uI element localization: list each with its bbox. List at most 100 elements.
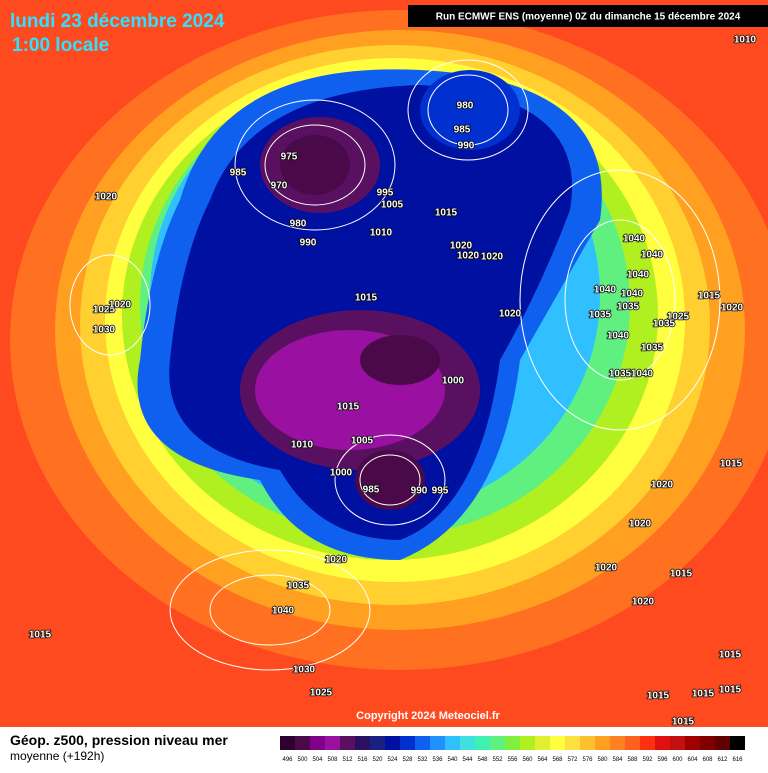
scale-cell <box>610 736 625 750</box>
isobar-label: 1040 <box>594 285 617 296</box>
scale-label: 604 <box>687 757 698 763</box>
isobar-label: 990 <box>458 141 475 152</box>
scale-cell <box>295 736 310 750</box>
footer-subtitle: moyenne (+192h) <box>10 749 104 763</box>
isobar-label: 1020 <box>629 519 652 530</box>
scale-cell <box>700 736 715 750</box>
isobar-label: 990 <box>411 486 428 497</box>
scale-cell <box>550 736 565 750</box>
scale-label: 580 <box>597 757 608 763</box>
scale-label: 524 <box>387 757 398 763</box>
isobar-label: 1030 <box>293 665 316 676</box>
scale-cell <box>460 736 475 750</box>
scale-cell <box>415 736 430 750</box>
isobar-label: 1015 <box>719 650 742 661</box>
scale-cell <box>370 736 385 750</box>
scale-label: 556 <box>507 757 518 763</box>
date: lundi 23 décembre 2024 <box>10 11 225 32</box>
isobar-label: 985 <box>230 168 247 179</box>
scale-label: 500 <box>297 757 308 763</box>
isobar-label: 1015 <box>719 685 742 696</box>
scale-label: 592 <box>642 757 653 763</box>
scale-label: 616 <box>732 757 743 763</box>
scale-cell <box>625 736 640 750</box>
isobar-label: 1015 <box>355 293 378 304</box>
run-info: Run ECMWF ENS (moyenne) 0Z du dimanche 1… <box>436 12 741 23</box>
isobar-label: 1015 <box>337 402 360 413</box>
scale-label: 508 <box>327 757 338 763</box>
scale-label: 584 <box>612 757 623 763</box>
scale-cell <box>730 736 745 750</box>
scale-label: 568 <box>552 757 563 763</box>
isobar-label: 1020 <box>651 480 674 491</box>
scale-label: 596 <box>657 757 668 763</box>
isobar-label: 975 <box>281 152 298 163</box>
isobar-label: 1020 <box>721 303 744 314</box>
isobar-label: 1020 <box>325 555 348 566</box>
isobar-label: 1035 <box>641 343 664 354</box>
isobar-label: 1030 <box>93 325 116 336</box>
isobar-label: 1020 <box>450 241 473 252</box>
isobar-label: 1015 <box>29 630 52 641</box>
scale-cell <box>385 736 400 750</box>
scale-label: 572 <box>567 757 578 763</box>
isobar-label: 1035 <box>589 310 612 321</box>
scale-cell <box>355 736 370 750</box>
scale-cell <box>310 736 325 750</box>
scale-cell <box>520 736 535 750</box>
isobar-label: 1020 <box>595 563 618 574</box>
isobar-label: 1035 <box>617 302 640 313</box>
scale-cell <box>685 736 700 750</box>
isobar-label: 980 <box>290 219 307 230</box>
scale-cell <box>490 736 505 750</box>
isobar-label: 1020 <box>95 192 118 203</box>
isobar-label: 985 <box>454 125 471 136</box>
scale-cell <box>430 736 445 750</box>
scale-label: 552 <box>492 757 503 763</box>
scale-cell <box>670 736 685 750</box>
scale-label: 540 <box>447 757 458 763</box>
isobar-label: 1015 <box>698 291 721 302</box>
isobar-label: 1020 <box>481 252 504 263</box>
isobar-label: 1015 <box>672 717 695 728</box>
scale-label: 520 <box>372 757 383 763</box>
isobar-label: 1010 <box>734 35 757 46</box>
scale-label: 600 <box>672 757 683 763</box>
isobar-label: 1015 <box>647 691 670 702</box>
isobar-label: 1015 <box>720 459 743 470</box>
isobar-label: 1000 <box>330 468 353 479</box>
isobar-label: 990 <box>300 238 317 249</box>
isobar-label: 995 <box>432 486 449 497</box>
isobar-label: 1040 <box>627 270 650 281</box>
isobar-label: 1005 <box>381 200 404 211</box>
isobar-label: 1005 <box>351 436 374 447</box>
scale-cell <box>505 736 520 750</box>
isobar-label: 1040 <box>641 250 664 261</box>
isobar-labels: 9859759709809909809859909951005101010151… <box>28 34 757 729</box>
scale-cell <box>655 736 670 750</box>
isobar-label: 1025 <box>310 688 333 699</box>
scale-label: 612 <box>717 757 728 763</box>
isobar-label: 970 <box>271 181 288 192</box>
footer-title: Géop. z500, pression niveau mer <box>10 732 228 748</box>
isobar-label: 1010 <box>370 228 393 239</box>
isobar-label: 1015 <box>670 569 693 580</box>
scale-label: 516 <box>357 757 368 763</box>
scale-cell <box>475 736 490 750</box>
isobar-label: 995 <box>377 188 394 199</box>
scale-cell <box>445 736 460 750</box>
scale-cell <box>565 736 580 750</box>
scale-label: 588 <box>627 757 638 763</box>
time: 1:00 locale <box>12 35 109 56</box>
isobar-label: 1020 <box>109 300 132 311</box>
scale-label: 564 <box>537 757 548 763</box>
scale-label: 528 <box>402 757 413 763</box>
scale-label: 560 <box>522 757 533 763</box>
isobar-label: 1000 <box>442 376 465 387</box>
copyright: Copyright 2024 Meteociel.fr <box>356 710 500 722</box>
color-scale: 496 500 504 508 512 516 520 524 528 532 536 540 544 5… <box>280 736 745 763</box>
scale-cell <box>535 736 550 750</box>
scale-cell <box>580 736 595 750</box>
